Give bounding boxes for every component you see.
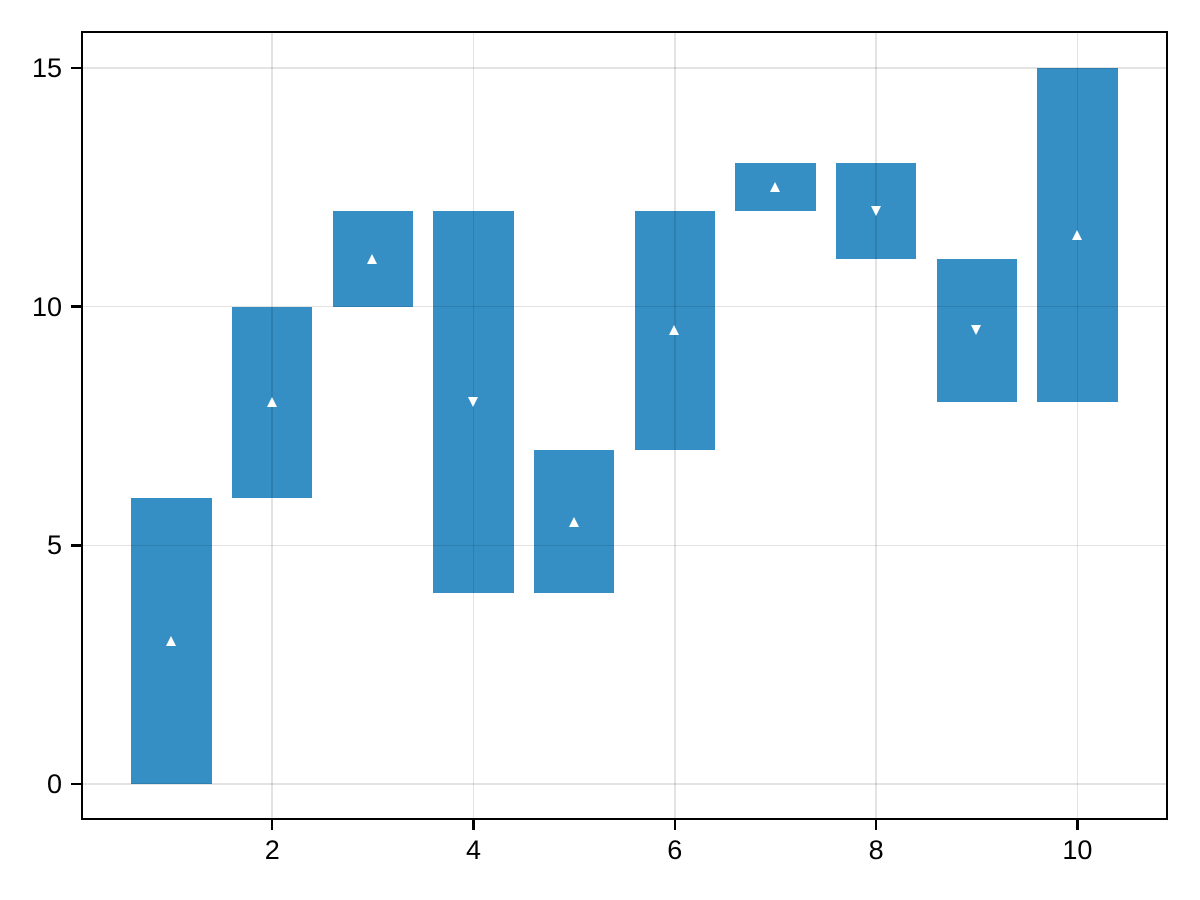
y-tick-label: 5 [46, 530, 62, 561]
x-tick-mark [1076, 820, 1079, 830]
triangle-down-marker [870, 206, 881, 217]
x-gridline [472, 33, 475, 818]
x-tick-label: 4 [466, 835, 482, 865]
triangle-up-marker [669, 325, 680, 336]
x-gridline [674, 33, 676, 818]
triangle-up-marker [367, 253, 378, 264]
y-tick-label: 10 [31, 291, 62, 322]
x-tick-mark [673, 820, 677, 830]
triangle-down-marker [468, 397, 479, 408]
triangle-up-marker [769, 182, 780, 193]
x-tick-label: 2 [264, 835, 280, 865]
x-tick-mark [270, 820, 274, 830]
x-tick-label: 8 [868, 835, 884, 865]
x-tick-mark [874, 820, 878, 830]
y-gridline [83, 67, 1166, 69]
y-tick-mark [71, 305, 81, 308]
y-tick-mark [71, 782, 81, 786]
y-gridline [83, 305, 1166, 308]
x-gridline [1076, 33, 1079, 818]
x-gridline [875, 33, 877, 818]
triangle-up-marker [266, 397, 277, 408]
x-tick-label: 10 [1062, 835, 1093, 865]
x-gridline [271, 33, 273, 818]
y-tick-label: 0 [46, 769, 62, 800]
y-tick-mark [71, 66, 81, 70]
x-tick-label: 6 [667, 835, 683, 865]
triangle-up-marker [166, 635, 177, 646]
y-tick-label: 15 [31, 52, 62, 83]
triangle-down-marker [971, 325, 982, 336]
y-tick-mark [71, 544, 81, 547]
triangle-up-marker [1071, 229, 1082, 240]
y-gridline [83, 544, 1166, 547]
x-tick-mark [472, 820, 475, 830]
y-gridline [83, 783, 1166, 785]
triangle-up-marker [568, 516, 579, 527]
